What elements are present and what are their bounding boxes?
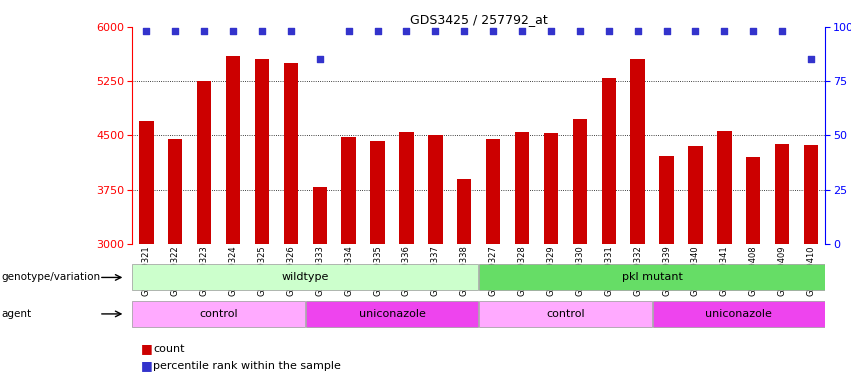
Bar (479, 265, 825, 290)
Bar (139, 121, 153, 244)
Bar (283, 63, 298, 244)
Bar (168, 139, 182, 244)
Bar (717, 131, 732, 244)
Bar (370, 141, 385, 244)
Text: percentile rank within the sample: percentile rank within the sample (153, 361, 341, 371)
Bar (653, 301, 825, 327)
Bar (133, 265, 478, 290)
Point (515, 28, 528, 34)
Bar (457, 179, 471, 244)
Text: control: control (546, 309, 585, 319)
Point (168, 28, 182, 34)
Point (140, 28, 153, 34)
Point (197, 28, 211, 34)
Point (631, 28, 644, 34)
Point (573, 28, 586, 34)
Bar (804, 145, 819, 244)
Bar (746, 157, 761, 244)
Bar (775, 144, 790, 244)
Text: pkl mutant: pkl mutant (621, 272, 683, 283)
Point (313, 56, 327, 63)
Bar (133, 301, 305, 327)
Bar (486, 139, 500, 244)
Bar (544, 133, 558, 244)
Point (429, 28, 443, 34)
Point (688, 28, 702, 34)
Bar (254, 60, 269, 244)
Point (226, 28, 240, 34)
Point (255, 28, 269, 34)
Point (602, 28, 615, 34)
Bar (428, 136, 443, 244)
Bar (341, 137, 356, 244)
Bar (602, 78, 616, 244)
Bar (226, 56, 240, 244)
Bar (306, 301, 478, 327)
Title: GDS3425 / 257792_at: GDS3425 / 257792_at (410, 13, 547, 26)
Bar (515, 132, 529, 244)
Text: control: control (199, 309, 238, 319)
Bar (573, 119, 587, 244)
Text: ■: ■ (140, 359, 152, 372)
Bar (660, 156, 674, 244)
Point (804, 56, 818, 63)
Point (284, 28, 298, 34)
Text: ■: ■ (140, 342, 152, 355)
Point (660, 28, 673, 34)
Text: count: count (153, 344, 185, 354)
Point (458, 28, 471, 34)
Text: uniconazole: uniconazole (705, 309, 772, 319)
Bar (197, 81, 211, 244)
Bar (688, 146, 703, 244)
Point (371, 28, 385, 34)
Text: uniconazole: uniconazole (358, 309, 426, 319)
Text: wildtype: wildtype (282, 272, 329, 283)
Point (544, 28, 557, 34)
Bar (479, 301, 652, 327)
Point (400, 28, 414, 34)
Text: genotype/variation: genotype/variation (2, 272, 100, 283)
Bar (312, 187, 327, 244)
Point (746, 28, 760, 34)
Bar (399, 132, 414, 244)
Point (486, 28, 500, 34)
Text: agent: agent (2, 309, 31, 319)
Point (775, 28, 789, 34)
Point (342, 28, 356, 34)
Bar (631, 60, 645, 244)
Point (717, 28, 731, 34)
